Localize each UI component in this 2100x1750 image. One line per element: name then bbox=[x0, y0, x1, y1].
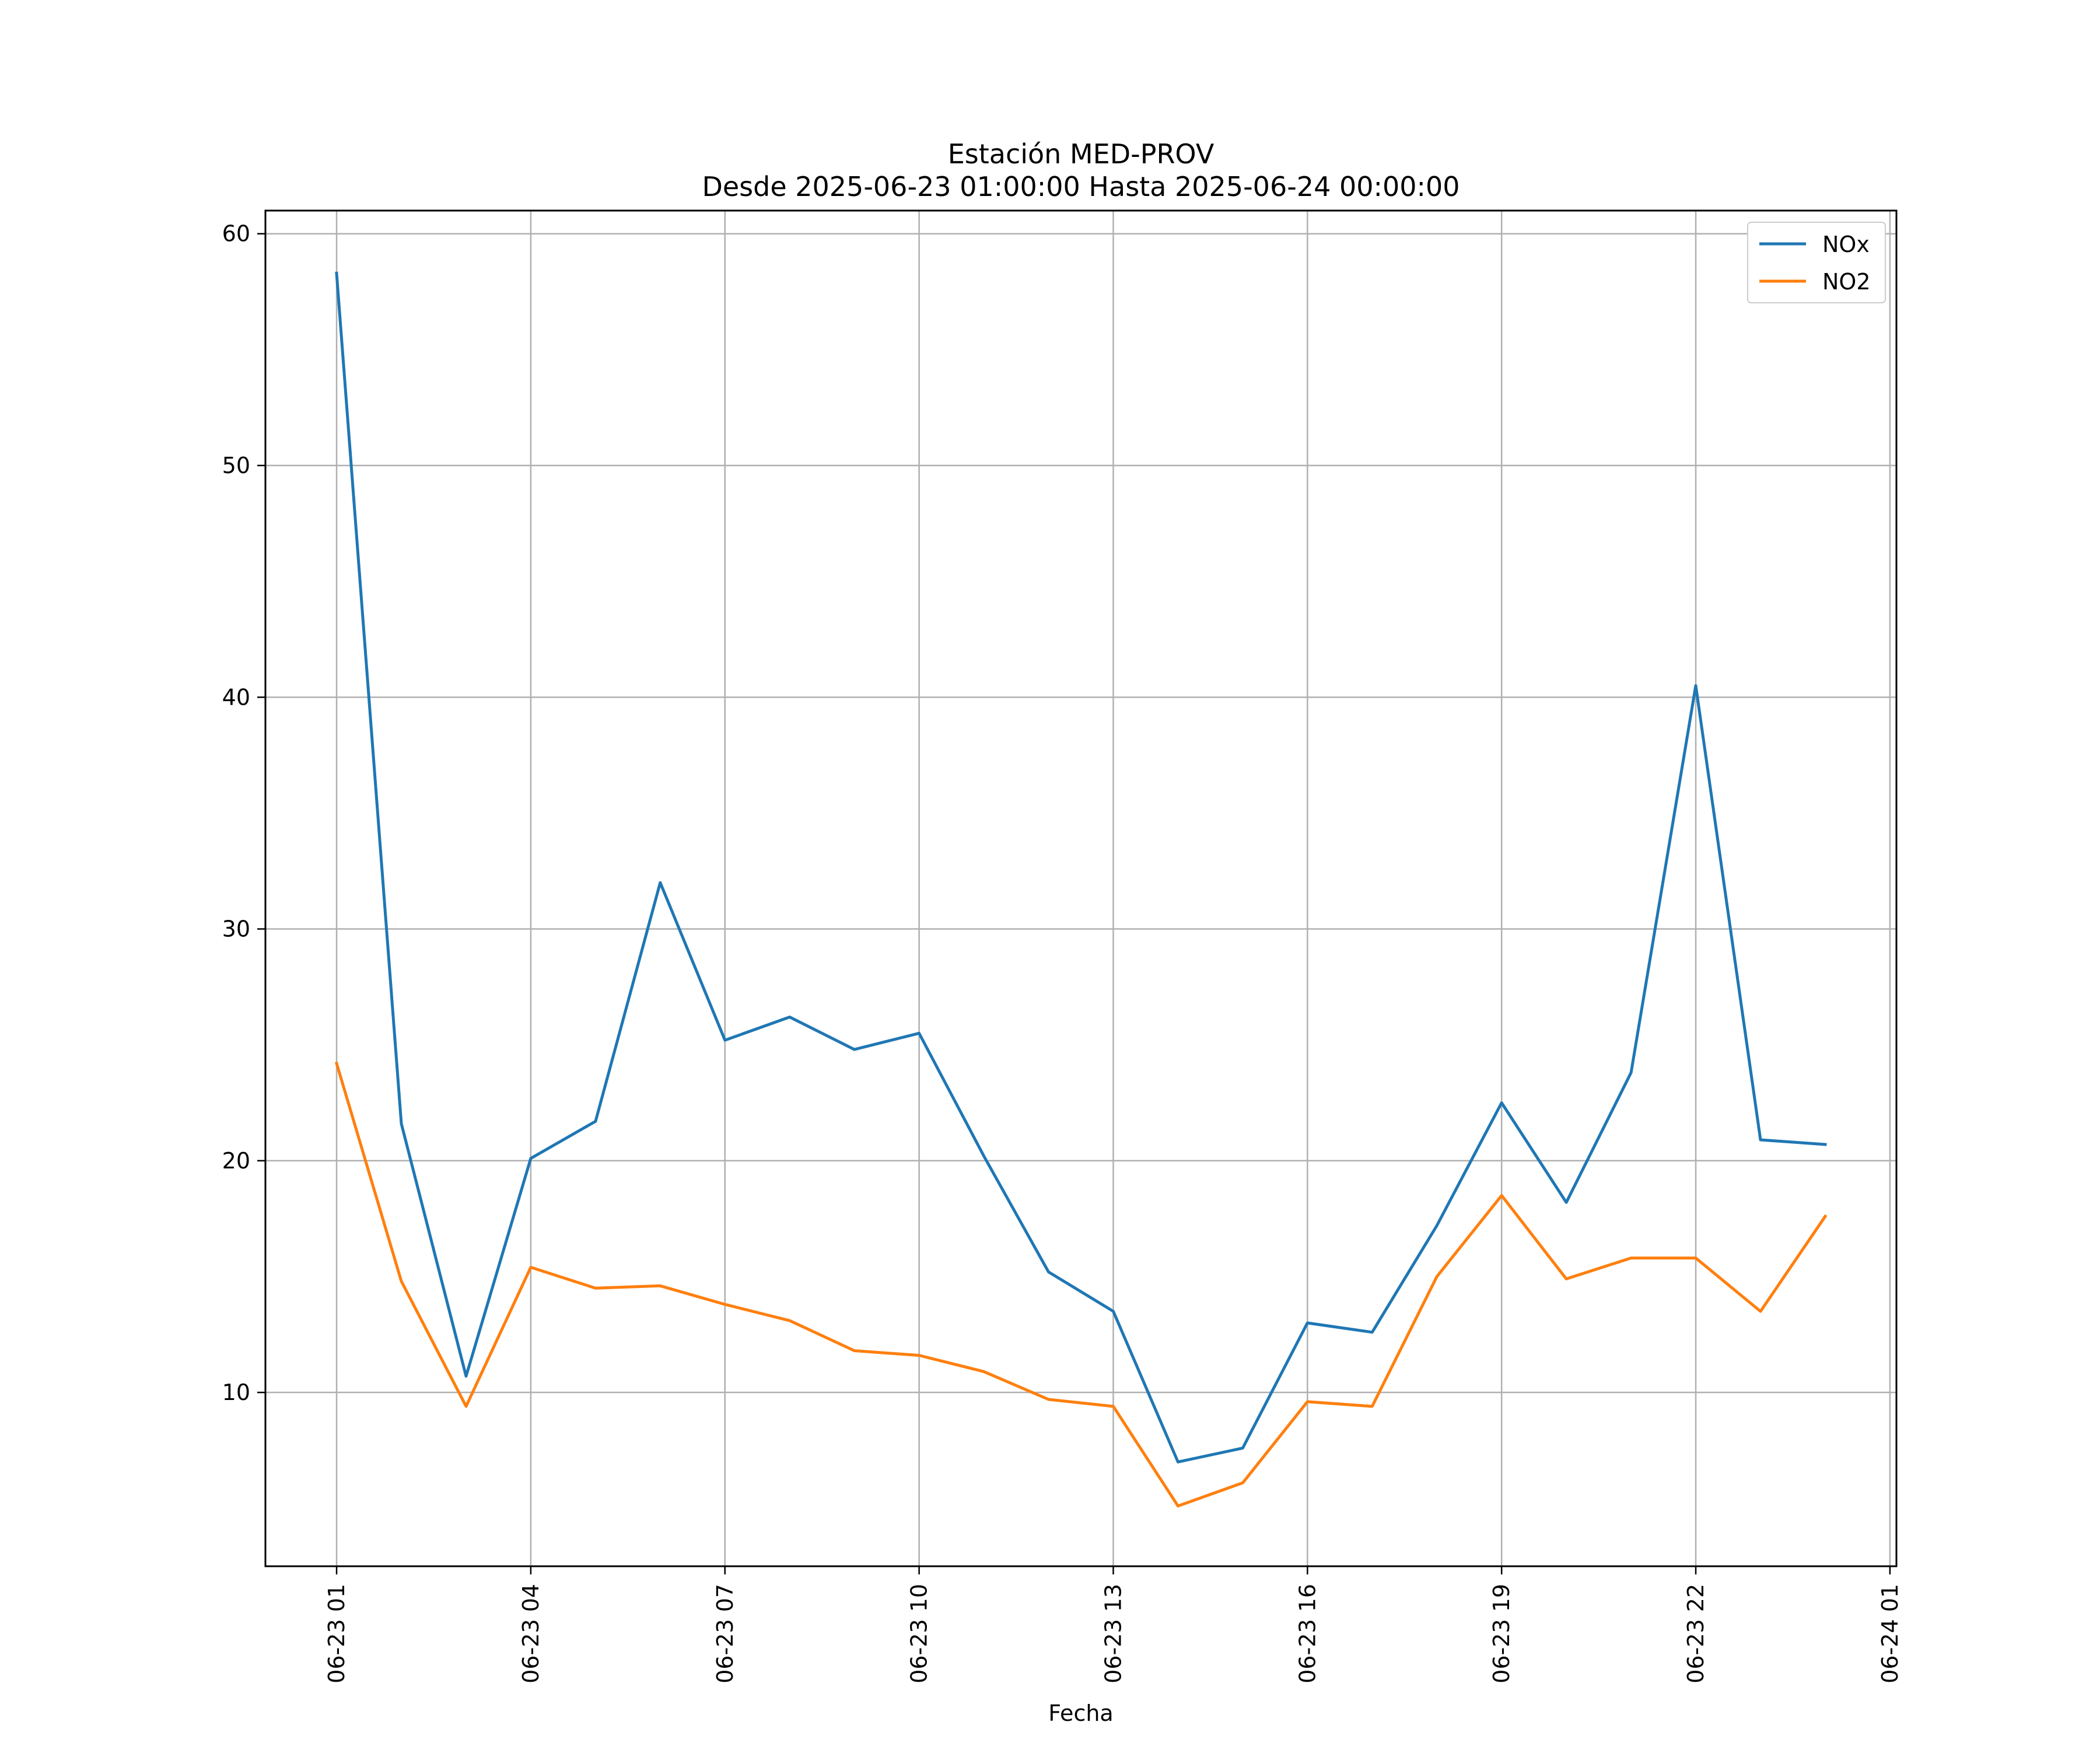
plot-frame bbox=[264, 209, 1898, 1567]
legend: NOx NO2 bbox=[1747, 222, 1886, 303]
x-tick-label: 06-24 01 bbox=[1877, 1584, 1903, 1684]
y-tick-label: 60 bbox=[222, 221, 250, 247]
series-lines bbox=[334, 271, 1828, 1508]
x-tick-label: 06-23 10 bbox=[907, 1584, 932, 1684]
x-tick-label: 06-23 16 bbox=[1294, 1584, 1320, 1684]
x-axis-label: Fecha bbox=[1048, 1700, 1113, 1726]
y-axis: 10 20 30 40 50 60 bbox=[222, 221, 265, 1405]
x-tick-label: 06-23 19 bbox=[1489, 1584, 1514, 1684]
y-tick-label: 10 bbox=[222, 1380, 250, 1405]
chart-title-line-1: Estación MED-PROV bbox=[948, 138, 1214, 170]
x-tick-label: 06-23 13 bbox=[1100, 1584, 1126, 1684]
series-line-no2 bbox=[334, 1061, 1828, 1508]
series-line-nox bbox=[335, 271, 1827, 1464]
x-tick-label: 06-23 04 bbox=[518, 1584, 544, 1684]
x-tick-label: 06-23 07 bbox=[712, 1584, 738, 1684]
grid-lines bbox=[265, 211, 1896, 1566]
y-tick-label: 40 bbox=[222, 684, 250, 710]
x-tick-label: 06-23 22 bbox=[1683, 1584, 1709, 1684]
x-axis: 06-23 01 06-23 04 06-23 07 06-23 10 06-23 13… bbox=[324, 1566, 1903, 1684]
chart-title-line-2: Desde 2025-06-23 01:00:00 Hasta 2025-06-… bbox=[702, 171, 1460, 202]
y-tick-label: 20 bbox=[222, 1148, 250, 1174]
y-tick-label: 50 bbox=[222, 453, 250, 478]
legend-label-nox: NOx bbox=[1822, 232, 1870, 257]
legend-label-no2: NO2 bbox=[1822, 269, 1871, 295]
y-tick-label: 30 bbox=[222, 916, 250, 942]
x-tick-label: 06-23 01 bbox=[324, 1584, 349, 1684]
